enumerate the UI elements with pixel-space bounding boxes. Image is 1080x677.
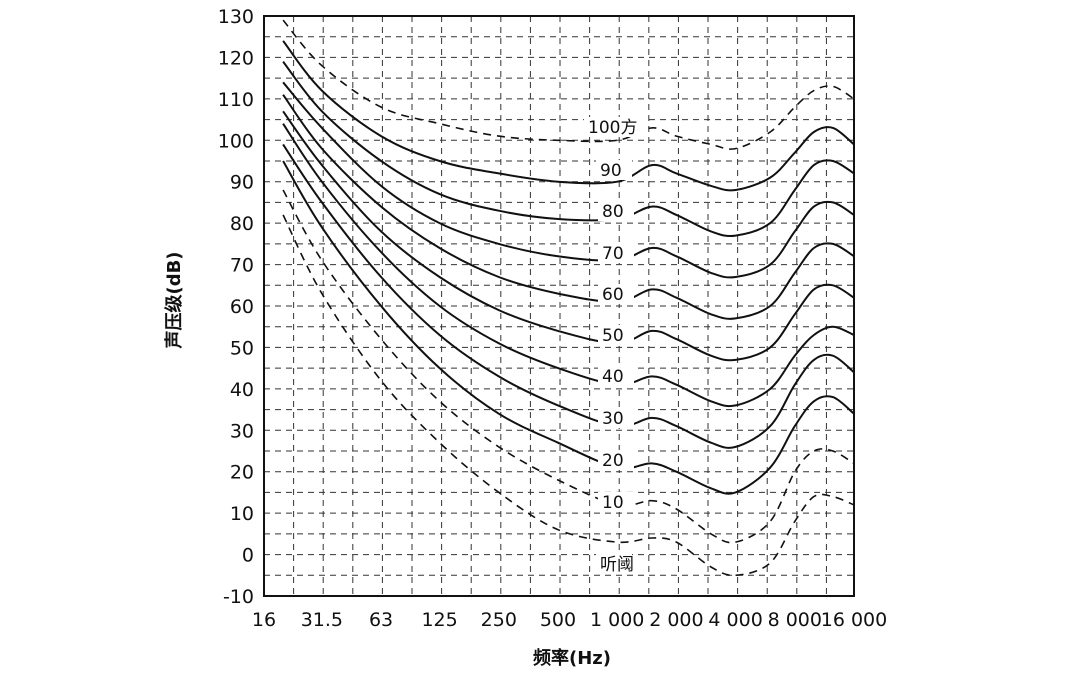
curve-label: 80: [602, 202, 624, 222]
x-tick-labels: 16 31.5 63 125 250 500 1 000 2 000 4 000 8 00016 …: [252, 609, 887, 631]
curve-label: 60: [602, 285, 624, 305]
curve-label-bg: [598, 201, 634, 221]
x-tick-label: 250: [481, 609, 517, 631]
y-tick-label: 120: [218, 47, 254, 69]
curve-labels: 听阈 10 20 30 40 50 60 70 80 90 100方: [584, 117, 646, 575]
curve-label: 20: [602, 451, 624, 471]
curve-label-bg: [598, 325, 634, 345]
curve-label: 90: [600, 161, 622, 181]
x-tick-label: 8 000: [768, 609, 822, 631]
curve-label: 40: [602, 367, 624, 387]
curve-label-bg: [596, 554, 632, 574]
curve-label-bg: [598, 366, 634, 386]
x-tick-label: 125: [421, 609, 457, 631]
y-tick-label: 50: [230, 337, 254, 359]
y-tick-label: 70: [230, 255, 254, 277]
y-tick-label: 30: [230, 420, 254, 442]
y-tick-label: 100: [218, 130, 254, 152]
series-line: [282, 160, 855, 495]
series-line: [282, 143, 855, 449]
y-tick-label: 60: [230, 296, 254, 318]
x-tick-label: 16: [252, 609, 276, 631]
curve-label-bg: [598, 492, 634, 512]
curve-label: 10: [602, 493, 624, 513]
y-tick-label: -10: [223, 586, 254, 608]
curve-label-bg: [598, 450, 634, 470]
y-tick-label: 0: [242, 545, 254, 567]
y-tick-label: 90: [230, 172, 254, 194]
y-tick-label: 10: [230, 503, 254, 525]
curve-label: 50: [602, 326, 624, 346]
curve-label: 30: [602, 409, 624, 429]
series-line: [282, 94, 855, 320]
series-line: [282, 123, 855, 408]
curve-label: 听阈: [600, 555, 634, 575]
curve-label-bg: [596, 160, 632, 180]
y-tick-label: 110: [218, 89, 254, 111]
curves: [282, 19, 855, 577]
y-axis-title: 声压级(dB): [163, 251, 185, 349]
x-tick-label: 1 000: [590, 609, 644, 631]
curve-label-bg: [584, 117, 646, 137]
x-tick-label: 500: [540, 609, 576, 631]
curve-label-bg: [598, 243, 634, 263]
x-tick-label: 16 000: [821, 609, 887, 631]
curve-label: 100方: [588, 118, 637, 138]
series-line: [282, 19, 855, 150]
grid: [264, 16, 854, 596]
series-line: [282, 60, 855, 238]
plot-frame: [263, 15, 855, 597]
y-tick-label: 130: [218, 6, 254, 28]
series-line: [282, 189, 855, 544]
series-line: [282, 110, 855, 362]
x-axis-title: 频率(Hz): [533, 647, 611, 669]
x-tick-label: 63: [369, 609, 393, 631]
x-tick-label: 2 000: [649, 609, 703, 631]
series-line: [282, 40, 855, 192]
y-tick-labels: -10 0 10 20 30 40 50 60 70 80 90 100 110 120 130: [218, 6, 254, 608]
y-tick-label: 40: [230, 379, 254, 401]
y-tick-label: 20: [230, 462, 254, 484]
series-line: [282, 81, 855, 279]
curve-label-bg: [598, 284, 634, 304]
x-tick-label: 4 000: [708, 609, 762, 631]
curve-label-bg: [598, 408, 634, 428]
series-line: [282, 214, 855, 577]
curve-label: 70: [602, 244, 624, 264]
y-tick-label: 80: [230, 213, 254, 235]
x-tick-label: 31.5: [301, 609, 343, 631]
